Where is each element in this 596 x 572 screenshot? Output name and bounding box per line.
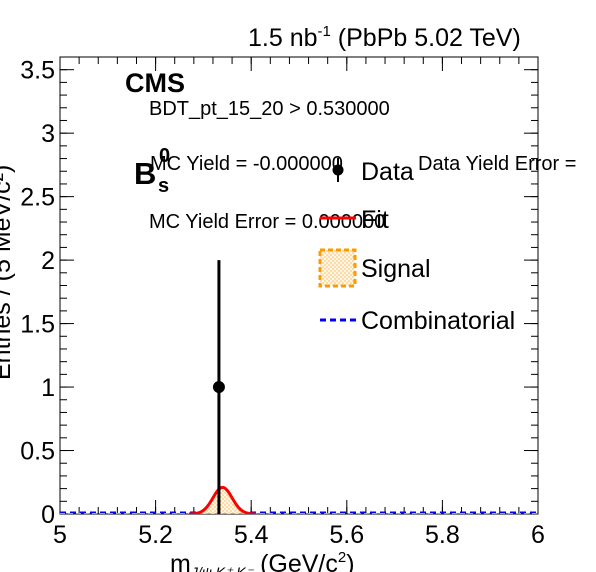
data-yield-error-label: Data Yield Error = bbox=[418, 153, 576, 175]
x-tick-label: 5.6 bbox=[329, 521, 364, 549]
y-axis-title: Entries / (5 MeV/c²) bbox=[0, 165, 16, 380]
y-tick-label: 3 bbox=[41, 120, 55, 148]
legend-label-fit: Fit bbox=[361, 206, 389, 234]
legend-label-signal: Signal bbox=[361, 255, 431, 283]
y-tick-label: 0.5 bbox=[20, 438, 55, 466]
particle-label: B s 0 bbox=[134, 145, 170, 197]
cut-label: BDT_pt_15_20 > 0.530000 bbox=[149, 98, 390, 120]
y-tick-label: 1.5 bbox=[20, 311, 55, 339]
legend-item-combinatorial: Combinatorial bbox=[320, 307, 515, 335]
cms-label: CMS bbox=[125, 68, 185, 98]
legend-item-fit: Fit bbox=[320, 206, 389, 234]
particle-symbol: B bbox=[134, 156, 156, 191]
x-tick-label: 5.2 bbox=[138, 521, 173, 549]
y-tick-label: 2 bbox=[41, 247, 55, 275]
legend-label-data: Data bbox=[361, 158, 414, 186]
x-axis-title: mJ/ψ K⁺ K⁻ (GeV/c2) bbox=[170, 549, 355, 572]
x-tick-label: 5 bbox=[53, 521, 67, 549]
legend-label-combinatorial: Combinatorial bbox=[361, 307, 515, 335]
signal-area bbox=[188, 486, 257, 514]
y-tick-label: 3.5 bbox=[20, 57, 55, 85]
data-point bbox=[212, 381, 225, 394]
legend: Data Fit Signal Combinatorial bbox=[318, 158, 515, 335]
y-tick-label: 1 bbox=[41, 374, 55, 402]
fit-curve bbox=[189, 485, 257, 514]
x-axis-ticks: 5 5.2 5.4 5.6 5.8 6 bbox=[53, 57, 545, 549]
legend-item-data: Data bbox=[332, 158, 414, 186]
y-tick-label: 2.5 bbox=[20, 184, 55, 212]
mc-yield-label: MC Yield = -0.000000 bbox=[150, 153, 343, 175]
particle-superscript: 0 bbox=[159, 145, 170, 167]
particle-subscript: s bbox=[158, 175, 169, 197]
plot-content bbox=[60, 260, 538, 514]
x-tick-label: 5.8 bbox=[425, 521, 460, 549]
x-tick-label: 5.4 bbox=[234, 521, 269, 549]
x-tick-label: 6 bbox=[531, 521, 545, 549]
legend-item-signal: Signal bbox=[318, 248, 431, 288]
lumi-text: 1.5 nb-1 (PbPb 5.02 TeV) bbox=[248, 23, 521, 52]
plot-frame bbox=[59, 56, 539, 515]
y-tick-label: 0 bbox=[41, 501, 55, 529]
mc-yield-error-label: MC Yield Error = 0.000000 bbox=[149, 211, 385, 233]
y-axis-ticks: 0 0.5 1 1.5 2 2.5 3 3.5 bbox=[20, 56, 538, 529]
